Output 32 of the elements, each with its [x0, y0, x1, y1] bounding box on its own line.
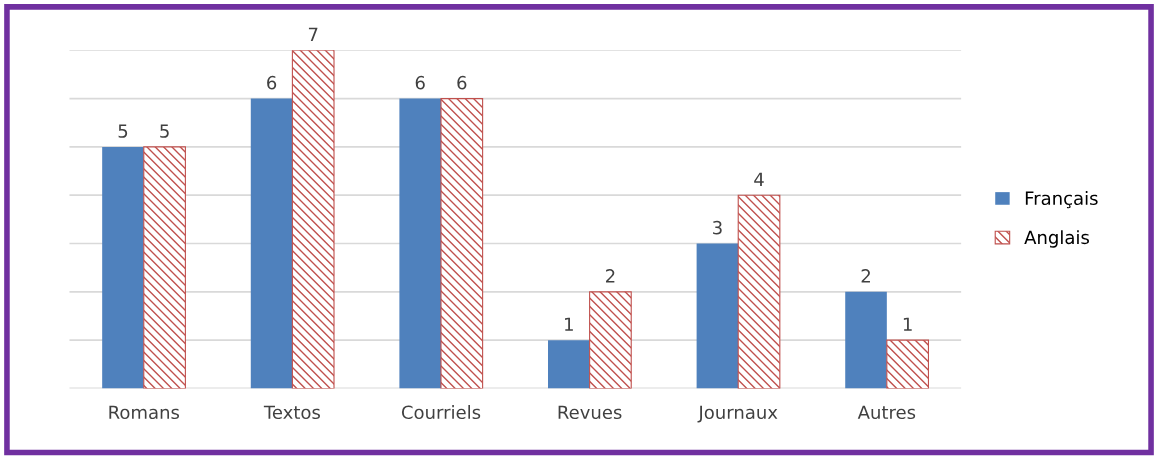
data-label: 2 — [606, 269, 615, 283]
x-tick-label: Courriels — [401, 405, 481, 420]
x-tick-label: Textos — [263, 405, 320, 420]
bar — [440, 98, 484, 389]
data-label: 5 — [118, 124, 128, 138]
data-label: 7 — [308, 27, 318, 41]
data-label: 4 — [754, 172, 764, 186]
bar — [291, 50, 335, 389]
data-label: 5 — [160, 124, 169, 138]
data-label: 3 — [713, 220, 722, 235]
x-tick-label: Autres — [857, 405, 916, 420]
bar — [696, 243, 739, 389]
legend-label: Français — [1025, 191, 1098, 209]
bar — [845, 291, 887, 389]
data-label: 6 — [267, 75, 277, 90]
data-label: 6 — [457, 75, 467, 90]
data-label: 6 — [415, 75, 425, 90]
bar — [886, 339, 930, 389]
bar — [250, 98, 293, 389]
data-label: 2 — [861, 269, 870, 283]
data-label: 1 — [565, 317, 573, 331]
bar — [737, 194, 781, 389]
data-label: 1 — [903, 317, 912, 331]
bar — [399, 98, 441, 389]
bar — [548, 340, 590, 389]
x-tick-label: Revues — [558, 405, 622, 420]
x-tick-label: Romans — [109, 405, 180, 420]
x-tick-label: Journaux — [697, 405, 778, 423]
bar — [589, 291, 632, 389]
legend-label: Anglais — [1024, 230, 1089, 248]
bar — [143, 146, 186, 389]
bar — [102, 146, 144, 389]
